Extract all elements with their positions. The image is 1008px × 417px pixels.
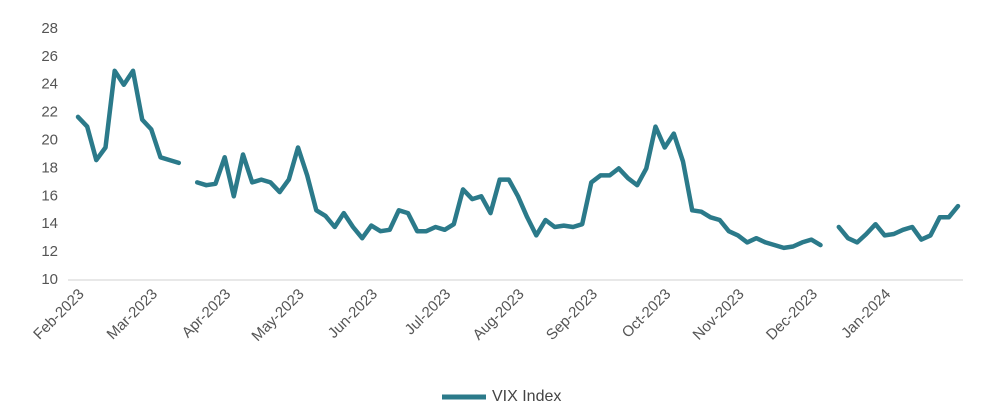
x-tick-label: Apr-2023 <box>179 286 235 342</box>
y-tick-label: 18 <box>41 159 58 176</box>
x-tick-label: Nov-2023 <box>690 286 748 344</box>
x-tick-label: May-2023 <box>248 286 307 345</box>
x-tick-label: Aug-2023 <box>470 286 528 344</box>
x-tick-label: Feb-2023 <box>30 286 87 343</box>
x-tick-label: Jan-2024 <box>838 286 894 342</box>
y-tick-label: 24 <box>41 76 58 93</box>
x-tick-label: Dec-2023 <box>763 286 821 344</box>
x-tick-label: Jun-2023 <box>325 286 381 342</box>
line <box>194 124 823 251</box>
x-tick-label: Oct-2023 <box>619 286 675 342</box>
y-tick-label: 28 <box>41 20 58 37</box>
legend-label: VIX Index <box>492 388 561 405</box>
y-tick-label: 16 <box>41 187 58 204</box>
line <box>836 203 961 245</box>
y-tick-label: 26 <box>41 48 58 65</box>
y-tick-label: 20 <box>41 132 58 149</box>
x-tick-label: Sep-2023 <box>543 286 601 344</box>
x-tick-label: Jul-2023 <box>402 286 455 339</box>
y-tick-label: 22 <box>41 104 58 121</box>
x-tick-label: Mar-2023 <box>104 286 161 343</box>
line <box>75 68 182 166</box>
y-tick-label: 10 <box>41 271 58 288</box>
y-tick-label: 14 <box>41 215 58 232</box>
y-tick-label: 12 <box>41 243 58 260</box>
